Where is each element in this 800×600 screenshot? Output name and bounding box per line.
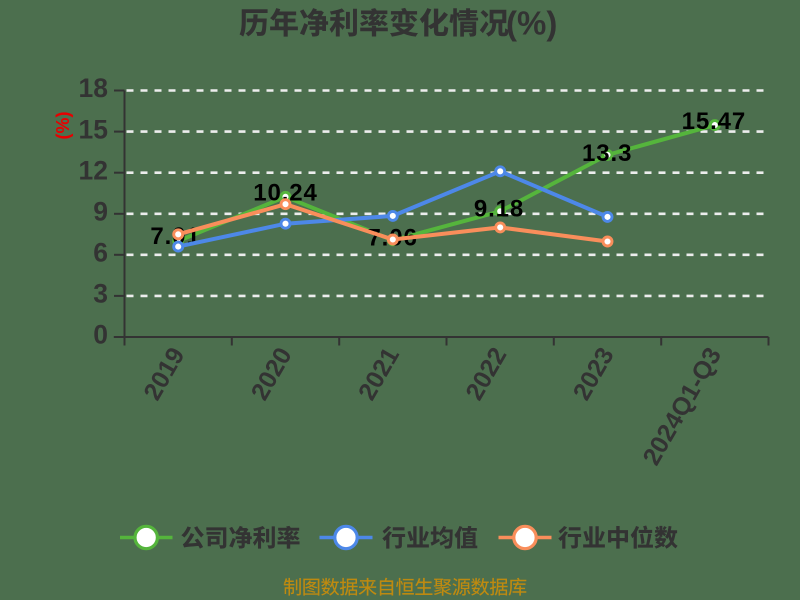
svg-text:9: 9	[93, 196, 108, 226]
svg-text:(%): (%)	[53, 112, 73, 140]
svg-text:15.47: 15.47	[682, 108, 747, 135]
svg-text:15: 15	[79, 114, 108, 144]
svg-text:13.3: 13.3	[582, 140, 632, 167]
svg-text:12: 12	[79, 155, 108, 185]
svg-text:18: 18	[79, 73, 108, 103]
svg-text:(%): (%)	[506, 5, 557, 42]
svg-text:3: 3	[93, 279, 108, 309]
svg-text:0: 0	[93, 320, 108, 350]
svg-text:6: 6	[93, 238, 108, 268]
svg-text:9.18: 9.18	[474, 196, 524, 223]
